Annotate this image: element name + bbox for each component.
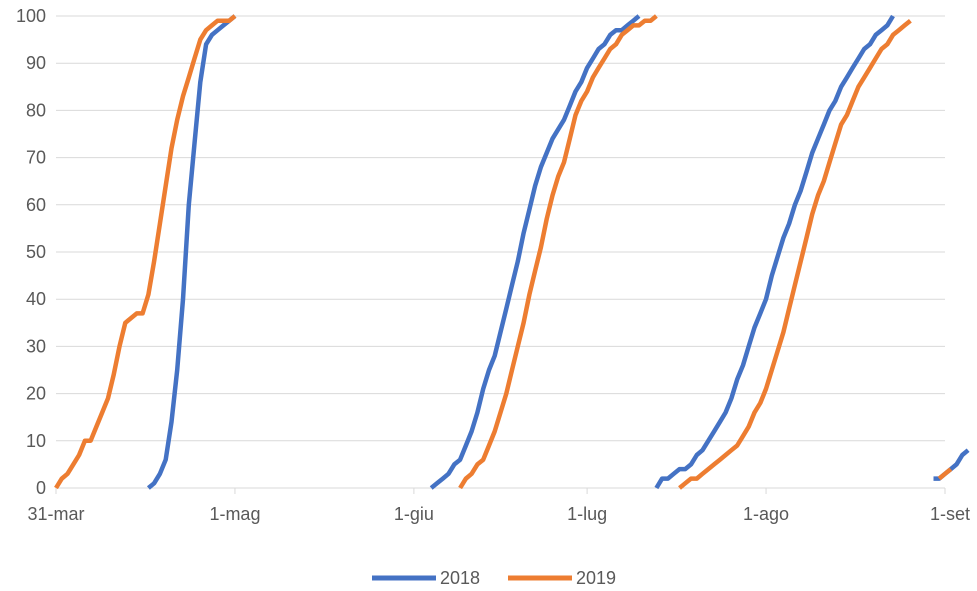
series-line-2018 (429, 14, 641, 490)
y-tick-label: 90 (26, 53, 46, 73)
x-tick-label: 1-lug (567, 504, 607, 524)
gridlines (56, 15, 945, 489)
y-tick-label: 80 (26, 100, 46, 120)
x-tick-label: 1-mag (209, 504, 260, 524)
y-tick-label: 50 (26, 242, 46, 262)
series-line-2019 (54, 14, 237, 490)
x-tick-label: 1-set (930, 504, 970, 524)
x-tick-label: 1-ago (743, 504, 789, 524)
y-tick-label: 30 (26, 336, 46, 356)
y-tick-label: 20 (26, 384, 46, 404)
y-tick-label: 70 (26, 148, 46, 168)
y-tick-label: 60 (26, 195, 46, 215)
series-line-2018 (933, 448, 970, 481)
legend-label-2019: 2019 (576, 568, 616, 588)
y-tick-label: 10 (26, 431, 46, 451)
series-line-2019 (937, 467, 953, 481)
series-line-2019 (678, 18, 912, 490)
legend: 2018 2019 (372, 568, 616, 588)
series-line-2019 (458, 14, 658, 490)
y-tick-label: 0 (36, 478, 46, 498)
axes: 0 10 20 30 40 50 60 70 80 90 100 31-mar 1-mag 1-giu 1-… (16, 6, 970, 524)
series-lines (54, 14, 970, 490)
x-tick-label: 31-mar (27, 504, 84, 524)
series-line-2018 (146, 14, 237, 490)
y-tick-label: 100 (16, 6, 46, 26)
x-tick-label: 1-giu (394, 504, 434, 524)
series-line-2018 (654, 14, 895, 490)
y-tick-label: 40 (26, 289, 46, 309)
legend-label-2018: 2018 (440, 568, 480, 588)
